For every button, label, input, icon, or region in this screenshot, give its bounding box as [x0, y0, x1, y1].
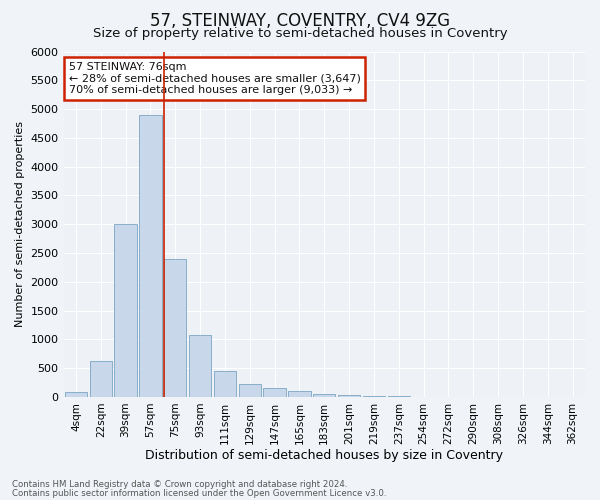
Bar	[89, 362, 112, 397]
Bar	[139, 115, 161, 397]
Bar	[338, 395, 360, 397]
X-axis label: Distribution of semi-detached houses by size in Coventry: Distribution of semi-detached houses by …	[145, 450, 503, 462]
Bar	[288, 391, 311, 397]
Text: 57 STEINWAY: 76sqm
← 28% of semi-detached houses are smaller (3,647)
70% of semi: 57 STEINWAY: 76sqm ← 28% of semi-detache…	[69, 62, 361, 95]
Text: Contains HM Land Registry data © Crown copyright and database right 2024.: Contains HM Land Registry data © Crown c…	[12, 480, 347, 489]
Bar	[214, 371, 236, 397]
Text: Size of property relative to semi-detached houses in Coventry: Size of property relative to semi-detach…	[92, 28, 508, 40]
Bar	[164, 259, 187, 397]
Bar	[189, 335, 211, 397]
Text: 57, STEINWAY, COVENTRY, CV4 9ZG: 57, STEINWAY, COVENTRY, CV4 9ZG	[150, 12, 450, 30]
Bar	[313, 394, 335, 397]
Text: Contains public sector information licensed under the Open Government Licence v3: Contains public sector information licen…	[12, 488, 386, 498]
Bar	[388, 396, 410, 397]
Bar	[363, 396, 385, 397]
Bar	[239, 384, 261, 397]
Y-axis label: Number of semi-detached properties: Number of semi-detached properties	[15, 121, 25, 327]
Bar	[65, 392, 87, 397]
Bar	[115, 224, 137, 397]
Bar	[263, 388, 286, 397]
